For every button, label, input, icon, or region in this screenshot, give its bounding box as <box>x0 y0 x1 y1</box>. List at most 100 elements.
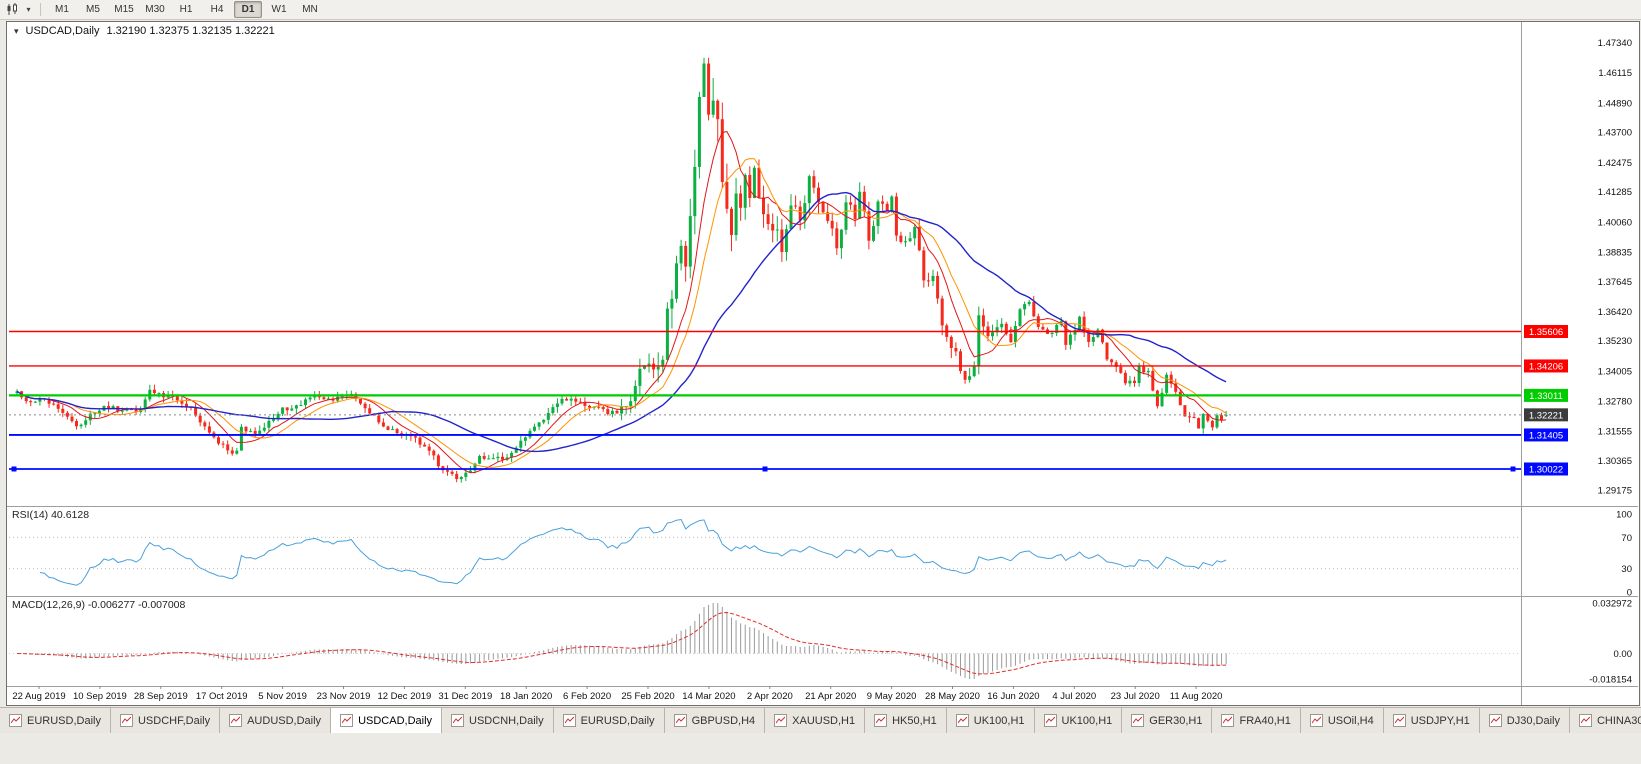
timeframe-button-w1[interactable]: W1 <box>271 4 287 15</box>
date-axis[interactable]: 22 Aug 2019 10 Sep 2019 28 Sep 2019 17 Oct … <box>12 686 1222 702</box>
chart-symbol-label: USDCAD,Daily <box>25 25 100 37</box>
chart-title: ▾ USDCAD,Daily 1.32190 1.32375 1.32135 1… <box>12 25 277 37</box>
macd-panel: 0.032972 0.00 -0.018154 <box>9 599 1632 686</box>
mini-chart-icon <box>229 714 243 727</box>
chart-tab-china300-h1[interactable]: CHINA300,H1 <box>1569 708 1641 733</box>
price-axis-label: 1.30365 <box>1598 456 1632 467</box>
line-selection-handle[interactable] <box>1510 466 1516 472</box>
chevron-down-icon[interactable]: ▾ <box>26 5 31 14</box>
chart-tab-label: USDCHF,Daily <box>137 714 211 727</box>
timeframe-button-m5[interactable]: M5 <box>86 4 100 15</box>
chart-collapse-icon[interactable]: ▾ <box>14 25 19 36</box>
timeframe-buttons: M1 M5 M15 M30 H1 H4 D1 W1 MN <box>48 1 324 18</box>
chart-tab-label: UK100,H1 <box>1061 714 1113 727</box>
date-axis-label: 14 Mar 2020 <box>682 691 735 702</box>
panel-dividers <box>7 22 1638 705</box>
price-axis-label: 1.41285 <box>1598 187 1632 198</box>
chart-tab-usoil-h4[interactable]: USOil,H4 <box>1300 708 1384 733</box>
mini-chart-icon <box>340 714 354 727</box>
timeframe-button-m1[interactable]: M1 <box>55 4 69 15</box>
chart-tab-xauusd-h1[interactable]: XAUUSD,H1 <box>765 708 866 733</box>
date-axis-label: 18 Jan 2020 <box>500 691 552 702</box>
date-axis-label: 31 Dec 2019 <box>438 691 492 702</box>
moving-average-34-line <box>16 191 1227 453</box>
horizontal-levels: 1.35606 1.34206 1.33011 1.31405 1.30022 <box>9 324 1568 476</box>
date-axis-label: 23 Nov 2019 <box>317 691 371 702</box>
macd-axis-label: 0.032972 <box>1592 599 1632 610</box>
chart-tab-fra40-h1[interactable]: FRA40,H1 <box>1212 708 1301 733</box>
charts-toolbar: ▾ M1 M5 M15 M30 H1 H4 D1 W1 MN <box>0 0 1641 20</box>
mini-chart-icon <box>1392 714 1406 727</box>
line-selection-handle[interactable] <box>11 466 17 472</box>
line-selection-handle[interactable] <box>762 466 768 472</box>
price-axis-label: 1.40060 <box>1598 217 1632 228</box>
chart-tab-usdcnh-daily[interactable]: USDCNH,Daily <box>442 708 554 733</box>
mini-chart-icon <box>774 714 788 727</box>
timeframe-button-m15[interactable]: M15 <box>114 4 134 15</box>
chart-tab-usdjpy-h1[interactable]: USDJPY,H1 <box>1383 708 1480 733</box>
chart-tab-dj30-daily[interactable]: DJ30,Daily <box>1479 708 1570 733</box>
price-axis-label: 1.29175 <box>1598 485 1632 496</box>
price-axis-label: 1.46115 <box>1598 68 1632 79</box>
timeframe-button-h4[interactable]: H4 <box>210 4 224 15</box>
chart-tab-label: DJ30,Daily <box>1506 714 1560 727</box>
rsi-axis-label: 0 <box>1627 588 1632 599</box>
mini-chart-icon <box>9 714 22 727</box>
rsi-axis-label: 70 <box>1621 533 1632 544</box>
chart-tab-bar: EURUSD,Daily USDCHF,Daily AUDUSD,Daily USDC… <box>0 707 1641 734</box>
chart-tab-label: GER30,H1 <box>1149 714 1203 727</box>
date-axis-label: 21 Apr 2020 <box>805 691 856 702</box>
level-price-box-label: 1.30022 <box>1529 464 1563 475</box>
date-axis-label: 28 May 2020 <box>925 691 980 702</box>
chart-tab-label: GBPUSD,H4 <box>691 714 756 727</box>
mini-chart-icon <box>673 714 687 727</box>
macd-axis-label: 0.00 <box>1614 649 1633 660</box>
timeframe-button-h1[interactable]: H1 <box>179 4 193 15</box>
date-axis-label: 6 Feb 2020 <box>563 691 611 702</box>
status-strip <box>0 733 1641 764</box>
price-axis[interactable]: 1.47340 1.46115 1.44890 1.43700 1.42475 1.412… <box>1598 38 1632 496</box>
chart-ohlc-values: 1.32190 1.32375 1.32135 1.32221 <box>106 25 275 37</box>
chart-tab-ger30-h1[interactable]: GER30,H1 <box>1122 708 1213 733</box>
timeframe-button-mn[interactable]: MN <box>302 4 318 15</box>
chart-tab-uk100-h1[interactable]: UK100,H1 <box>946 708 1035 733</box>
chart-tab-gbpusd-h4[interactable]: GBPUSD,H4 <box>664 708 766 733</box>
chart-tab-audusd-daily[interactable]: AUDUSD,Daily <box>220 708 332 733</box>
date-axis-label: 2 Apr 2020 <box>747 691 793 702</box>
candlestick-chart-icon[interactable] <box>4 2 22 17</box>
level-price-box <box>1524 462 1568 476</box>
level-price-box <box>1524 388 1568 402</box>
chart-tab-eurusd-daily[interactable]: EURUSD,Daily <box>0 708 111 733</box>
chart-tab-label: CHINA300,H1 <box>1596 714 1641 727</box>
price-axis-label: 1.38835 <box>1598 247 1632 258</box>
date-axis-label: 10 Sep 2019 <box>73 691 127 702</box>
chart-tab-uk100-h1[interactable]: UK100,H1 <box>1034 708 1123 733</box>
timeframe-button-m30[interactable]: M30 <box>145 4 165 15</box>
timeframe-button-d1[interactable]: D1 <box>234 1 262 18</box>
rsi-indicator-label: RSI(14) 40.6128 <box>12 509 90 521</box>
chart-tab-hk50-h1[interactable]: HK50,H1 <box>865 708 947 733</box>
moving-average-8-line <box>16 131 1227 474</box>
price-axis-label: 1.43700 <box>1598 128 1632 139</box>
price-axis-label: 1.47340 <box>1598 38 1632 49</box>
current-price-box-label: 1.32221 <box>1529 410 1563 421</box>
price-axis-label: 1.36420 <box>1598 307 1632 318</box>
date-axis-label: 28 Sep 2019 <box>134 691 188 702</box>
chart-tab-eurusd-daily[interactable]: EURUSD,Daily <box>553 708 665 733</box>
date-axis-label: 12 Dec 2019 <box>377 691 431 702</box>
date-axis-label: 25 Feb 2020 <box>621 691 674 702</box>
level-price-box-label: 1.31405 <box>1529 430 1563 441</box>
chart-tab-usdchf-daily[interactable]: USDCHF,Daily <box>110 708 221 733</box>
mini-chart-icon <box>955 714 969 727</box>
candles-layer <box>15 57 1228 483</box>
chart-tab-label: USDCAD,Daily <box>358 714 433 727</box>
date-axis-label: 4 Jul 2020 <box>1052 691 1096 702</box>
chart-tab-usdcad-daily[interactable]: USDCAD,Daily <box>331 708 443 733</box>
price-axis-label: 1.35230 <box>1598 336 1632 347</box>
rsi-line <box>39 518 1227 586</box>
chart-window: 1.47340 1.46115 1.44890 1.43700 1.42475 1.412… <box>6 21 1640 706</box>
price-axis-label: 1.44890 <box>1598 98 1632 109</box>
chart-canvas[interactable]: 1.47340 1.46115 1.44890 1.43700 1.42475 1.412… <box>7 22 1639 705</box>
date-axis-label: 5 Nov 2019 <box>258 691 307 702</box>
macd-indicator-label: MACD(12,26,9) -0.006277 -0.007008 <box>12 599 186 611</box>
